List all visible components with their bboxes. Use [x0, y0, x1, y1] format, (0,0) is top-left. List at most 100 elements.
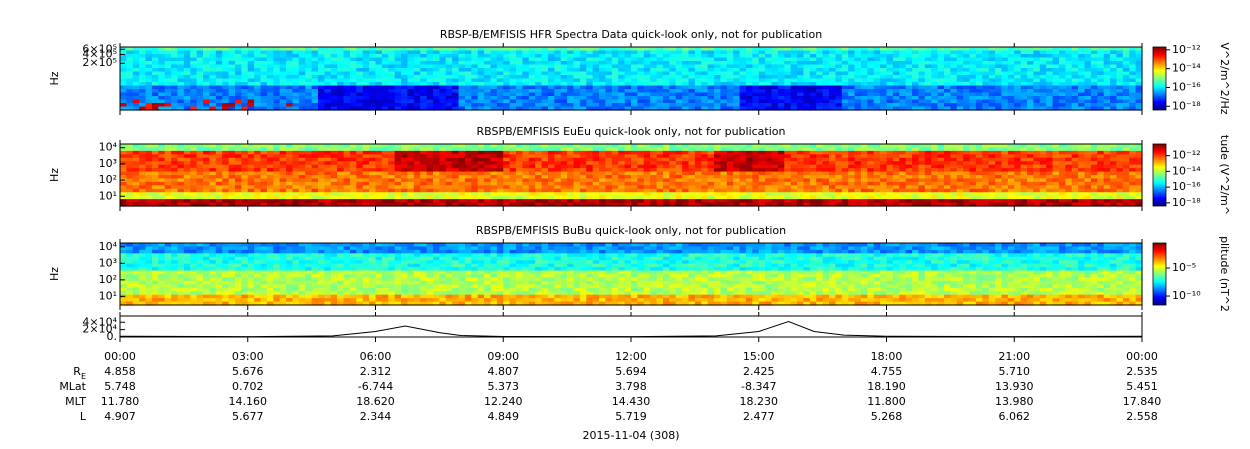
spectrogram-cell [688, 199, 696, 204]
spectrogram-cell [381, 171, 389, 176]
spectrogram-cell [541, 75, 549, 80]
spectrogram-cell [190, 168, 198, 173]
spectrogram-cell [829, 147, 836, 152]
spectrogram-cell [273, 168, 281, 173]
spectrogram-cell [714, 61, 722, 66]
spectrogram-cell [611, 68, 619, 73]
spectrogram-cell [739, 171, 747, 176]
spectrogram-cell [1065, 75, 1073, 80]
spectrogram-cell [554, 202, 562, 207]
spectrogram-cell [407, 85, 415, 90]
spectrogram-cell [803, 168, 811, 173]
spectrogram-cell [637, 144, 645, 149]
spectrogram-cell [688, 175, 696, 180]
spectrogram-cell [873, 92, 881, 97]
spectrogram-cell [337, 157, 345, 162]
spectrogram-cell [356, 188, 364, 193]
spectrogram-cell [1103, 57, 1111, 62]
spectrogram-cell [758, 181, 766, 186]
spectrogram-cell [516, 161, 524, 166]
spectrogram-cell [567, 103, 575, 108]
spectrogram-cell [707, 78, 715, 83]
spectrogram-cell [528, 168, 536, 173]
spectrogram-cell [765, 188, 773, 193]
spectrogram-cell [362, 106, 370, 111]
spectrogram-cell [797, 106, 805, 111]
spectrogram-cell [1020, 71, 1028, 76]
spectrogram-cell [765, 178, 773, 183]
spectrogram-cell [1046, 64, 1054, 69]
spectrogram-cell [362, 164, 370, 169]
spectrogram-cell [637, 92, 645, 97]
spectrogram-cell [1058, 96, 1066, 101]
spectrogram-cell [330, 178, 338, 183]
spectrogram-cell [139, 89, 147, 94]
spectrogram-cell [337, 82, 345, 87]
spectrogram-cell [554, 171, 562, 176]
spectrogram-cell [260, 99, 268, 104]
spectrogram-cell [241, 154, 249, 159]
colorbar-tick-label: 10⁻¹² [1172, 43, 1201, 56]
spectrogram-cell [413, 82, 421, 87]
spectrogram-cell [829, 168, 836, 173]
spectrogram-cell [650, 47, 658, 52]
spectrogram-cell [439, 47, 447, 52]
spectrogram-cell [714, 106, 722, 111]
spectrogram-cell [458, 103, 466, 108]
spectrogram-cell [867, 57, 875, 62]
spectrogram-cell [797, 54, 805, 59]
spectrogram-cell [286, 188, 294, 193]
spectrogram-cell [381, 47, 389, 52]
spectrogram-cell [311, 185, 319, 190]
spectrogram-cell [190, 144, 198, 149]
spectrogram-cell [464, 178, 472, 183]
spectrogram-cell [816, 202, 824, 207]
spectrogram-cell [420, 199, 428, 204]
spectrogram-cell [822, 195, 830, 200]
spectrogram-cell [1039, 89, 1047, 94]
spectrogram-cell [535, 89, 543, 94]
spectrogram-cell [905, 96, 913, 101]
spectrogram-cell [286, 71, 294, 76]
spectrogram-cell [151, 85, 159, 90]
spectrogram-cell [177, 168, 185, 173]
spectrogram-cell [586, 178, 594, 183]
spectrogram-cell [203, 68, 211, 73]
spectrogram-cell [477, 199, 485, 204]
spectrogram-cell [464, 185, 472, 190]
spectrogram-cell [324, 61, 332, 66]
spectrogram-cell [745, 154, 753, 159]
spectrogram-cell [1039, 85, 1047, 90]
spectrogram-cell [464, 106, 472, 111]
spectrogram-cell [362, 82, 370, 87]
spectrogram-cell [1097, 75, 1105, 80]
spectrogram-cell [797, 188, 805, 193]
spectrogram-cell [337, 50, 345, 55]
spectrogram-cell [318, 178, 325, 183]
spectrogram-cell [528, 157, 536, 162]
spectrogram-cell [362, 192, 370, 197]
spectrogram-cell [867, 99, 875, 104]
spectrogram-cell [234, 106, 242, 111]
spectrogram-cell [841, 202, 849, 207]
spectrogram-cell [464, 61, 472, 66]
spectrogram-cell [669, 99, 677, 104]
spectrogram-cell [784, 99, 792, 104]
spectrogram-cell [777, 96, 785, 101]
spectrogram-cell [388, 50, 396, 55]
spectrogram-cell [803, 188, 811, 193]
spectrogram-cell [343, 161, 351, 166]
spectrogram-cell [809, 161, 817, 166]
spectrogram-cell [739, 78, 747, 83]
spectrogram-cell [579, 192, 587, 197]
spectrogram-cell [196, 89, 204, 94]
spectrogram-cell [426, 75, 434, 80]
spectrogram-cell [586, 75, 594, 80]
spectrogram-cell [420, 92, 428, 97]
spectrogram-cell [183, 150, 191, 155]
spectrogram-cell [809, 99, 817, 104]
spectrogram-cell [854, 89, 862, 94]
spectrogram-cell [401, 106, 409, 111]
spectrogram-cell [943, 99, 951, 104]
spectrogram-cell [631, 99, 638, 104]
